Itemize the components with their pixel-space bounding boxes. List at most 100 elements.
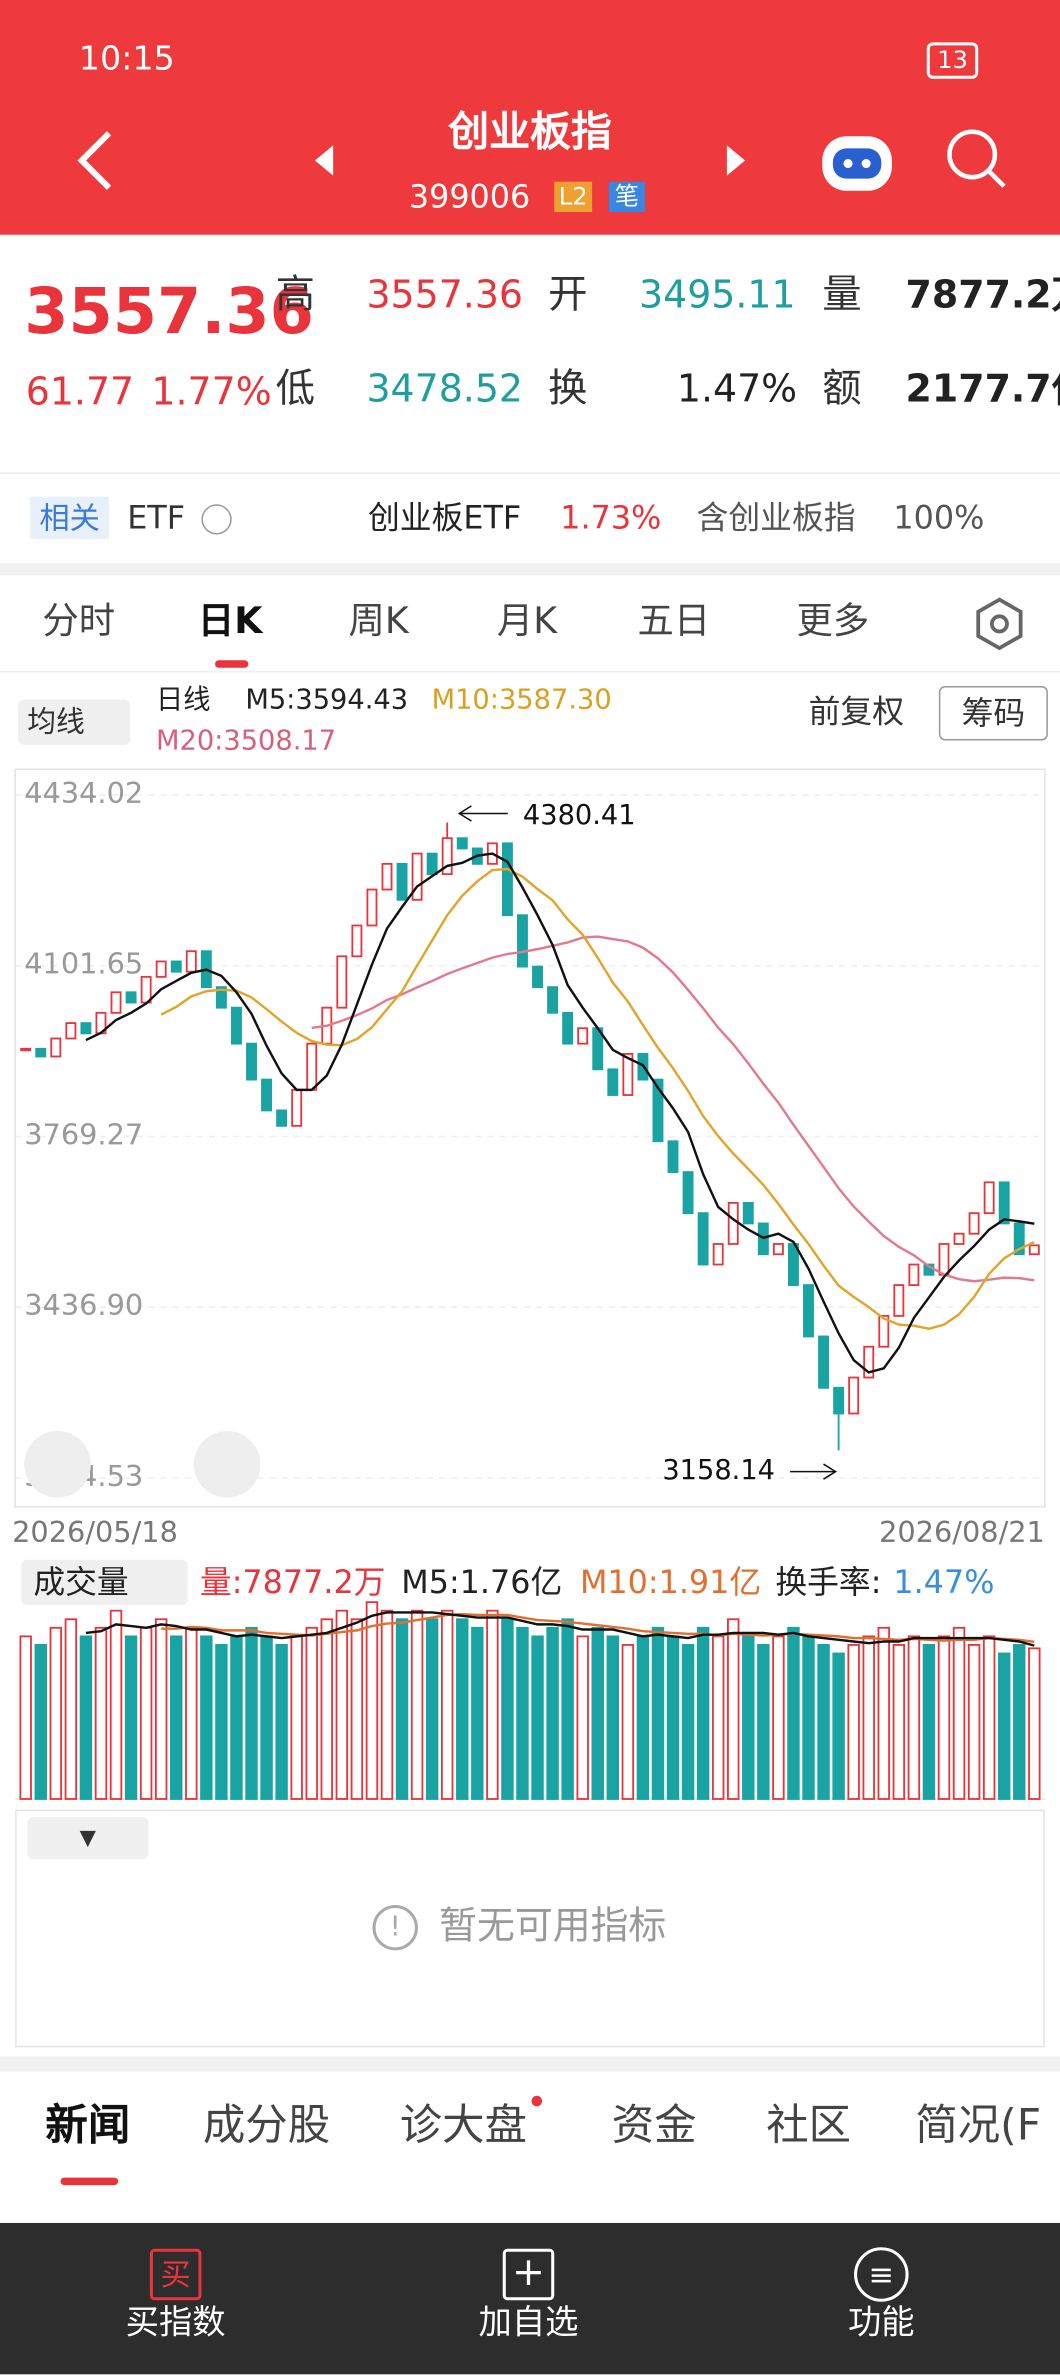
search-button[interactable] [947, 129, 1006, 188]
info-tab[interactable]: 成分股 [202, 2100, 331, 2151]
indicator-dropdown[interactable]: ▼ [27, 1817, 149, 1860]
add-icon: + [502, 2248, 555, 2301]
bar [185, 1626, 198, 1800]
bar [922, 1644, 936, 1800]
bar [727, 1618, 740, 1800]
chart-tab[interactable]: 五日 [637, 599, 711, 643]
bar [847, 1644, 860, 1800]
candle [547, 986, 559, 1014]
candle [366, 888, 378, 927]
candle [667, 1140, 679, 1173]
menu-icon: ≡ [854, 2247, 909, 2302]
prev-button[interactable] [314, 145, 334, 176]
next-button[interactable] [726, 145, 746, 176]
nav-item[interactable]: 加自选 [478, 2304, 579, 2343]
candle [246, 1042, 257, 1081]
candle [532, 965, 543, 989]
plot-frame [14, 768, 1046, 1508]
bar [952, 1626, 966, 1800]
bar [290, 1635, 303, 1800]
bar [486, 1609, 499, 1800]
settings-button[interactable] [969, 594, 1030, 655]
info-tab[interactable]: 社区 [766, 2100, 852, 2151]
chart-tab[interactable]: 周K [348, 599, 409, 643]
bar [215, 1644, 228, 1800]
bar [154, 1618, 168, 1800]
bar [711, 1635, 725, 1800]
tab-underline [215, 660, 249, 668]
divider [0, 670, 1060, 673]
indicator-panel [15, 1809, 1045, 2048]
bar [907, 1635, 921, 1800]
help-icon[interactable] [201, 504, 232, 535]
status-time: 10:15 [78, 40, 175, 79]
chart-tab[interactable]: 分时 [42, 599, 116, 643]
bar [651, 1626, 665, 1800]
info-tab[interactable]: 诊大盘 [399, 2100, 527, 2151]
info-tab[interactable]: 简况(F [915, 2100, 1042, 2151]
candle [1028, 1244, 1040, 1256]
turnover: 1.47% [893, 1564, 995, 1601]
candle [336, 955, 348, 1009]
volume-amount: 量:7877.2万 [199, 1564, 386, 1601]
bar [997, 1652, 1011, 1800]
x-end-label: 2026/08/21 [879, 1515, 1045, 1549]
bar [666, 1635, 680, 1800]
candle [652, 1078, 664, 1143]
candle [562, 1011, 574, 1045]
info-tab[interactable]: 新闻 [45, 2100, 131, 2151]
candle [742, 1201, 754, 1225]
bar [606, 1635, 620, 1800]
candle [998, 1181, 1010, 1225]
bar [440, 1609, 454, 1800]
info-tab[interactable]: 资金 [611, 2100, 697, 2151]
separator [0, 2056, 1060, 2072]
bar [802, 1635, 815, 1800]
chart-tab[interactable]: 更多 [796, 599, 870, 643]
bar [200, 1635, 213, 1800]
candle [682, 1171, 694, 1215]
bar [471, 1626, 484, 1800]
ma-button[interactable] [18, 699, 131, 746]
chart-tab[interactable]: 月K [496, 599, 558, 643]
bar [531, 1635, 544, 1800]
header-bar [0, 0, 1060, 235]
candle [411, 852, 423, 901]
fullscreen-button[interactable] [193, 1431, 261, 1498]
volume-ma5-line [85, 1611, 1035, 1647]
chart-controls [24, 1431, 261, 1498]
candle [351, 924, 363, 958]
chips-button[interactable]: 筹码 [938, 685, 1048, 741]
bar [365, 1601, 379, 1800]
candle [833, 1386, 845, 1415]
adjust-button[interactable]: 前复权 [808, 693, 905, 730]
candle [697, 1212, 709, 1266]
candle [893, 1284, 905, 1317]
robot-button[interactable] [822, 136, 892, 191]
bar [546, 1626, 559, 1800]
nav-item[interactable]: 功能 [847, 2304, 915, 2343]
bar [456, 1618, 469, 1800]
candle [50, 1037, 62, 1058]
bar [892, 1644, 906, 1800]
chart-tab[interactable]: 日K [197, 599, 263, 643]
etf-row[interactable] [0, 472, 1060, 567]
volume-label: 成交量 [33, 1564, 129, 1601]
etf-tag: 相关 [30, 496, 110, 540]
bar [982, 1635, 996, 1800]
back-button[interactable] [77, 131, 112, 190]
separator [0, 563, 1060, 576]
stat-value: 7877.2万 [905, 272, 1060, 317]
y-tick-label: 4101.65 [24, 947, 143, 981]
volume-ma5: M5:1.76亿 [401, 1564, 563, 1601]
nav-item[interactable]: 买指数 [125, 2304, 226, 2343]
turnover-label: 换手率: [775, 1564, 882, 1601]
candle [953, 1232, 965, 1245]
expand-button[interactable] [24, 1431, 91, 1498]
bar [636, 1635, 650, 1800]
candle [622, 1053, 634, 1096]
bar [380, 1609, 394, 1800]
bar [937, 1635, 951, 1800]
volume-button[interactable] [21, 1559, 188, 1606]
candle [396, 862, 408, 901]
